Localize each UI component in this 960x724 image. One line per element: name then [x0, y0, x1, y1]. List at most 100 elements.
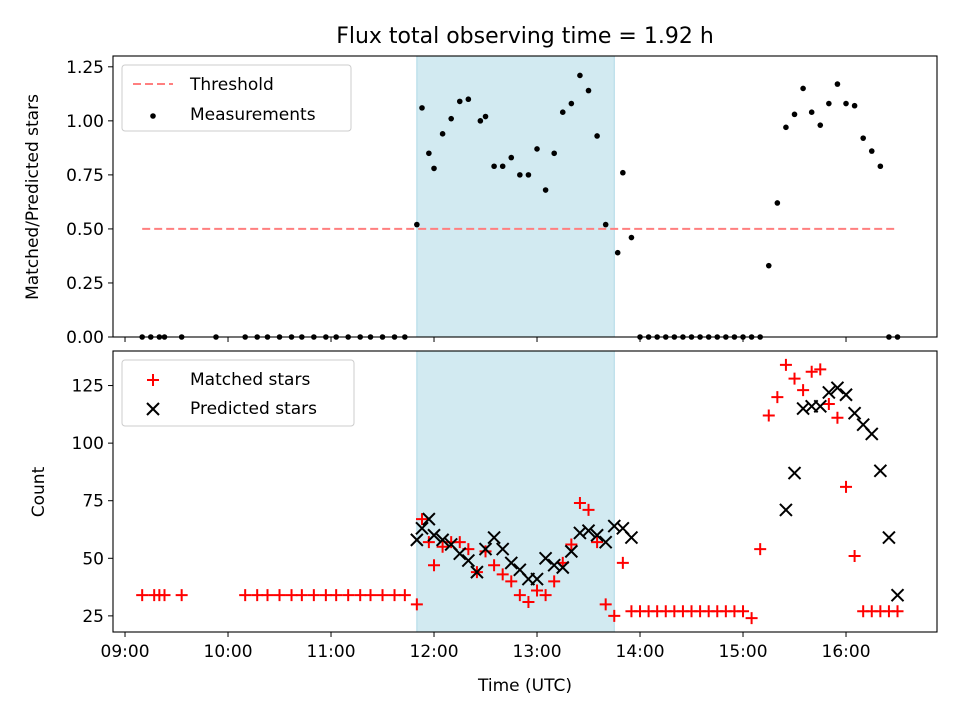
- measurement-point: [851, 102, 858, 109]
- measurement-point: [868, 148, 875, 154]
- predicted-star-point: [504, 556, 518, 570]
- matched-star-point: [599, 598, 612, 611]
- x-tick-label: 14:00: [616, 642, 665, 662]
- matched-star-point: [422, 536, 435, 549]
- measurement-point: [508, 154, 515, 161]
- matched-star-point: [771, 391, 784, 404]
- measurement-point: [577, 72, 583, 79]
- bottom-shaded-span: [416, 350, 615, 633]
- measurement-point: [877, 163, 884, 170]
- predicted-star-point: [547, 558, 561, 572]
- predicted-star-point: [822, 385, 836, 400]
- measurement-point: [808, 109, 815, 115]
- matched-star-point: [175, 589, 188, 602]
- top-panel: 0.00 0.25 0.50 0.75 1.00 1.25 Matched/Predict…: [23, 55, 938, 348]
- predicted-star-point: [607, 519, 621, 533]
- predicted-star-point: [556, 560, 570, 575]
- matched-star-point: [797, 384, 810, 397]
- matched-star-point: [488, 559, 501, 572]
- predicted-star-point: [573, 526, 587, 540]
- measurement-point: [628, 234, 635, 241]
- top-legend: Threshold Measurements: [121, 64, 352, 132]
- bottom-y-tick-label: 75: [82, 492, 104, 512]
- matched-star-point: [608, 609, 621, 622]
- x-tick-label: 13:00: [513, 642, 562, 662]
- legend-matched-label: Matched stars: [190, 370, 310, 390]
- predicted-star-point: [787, 466, 802, 480]
- matched-star-point: [319, 589, 332, 602]
- measurement-point: [602, 221, 609, 228]
- top-y-axis-label: Matched/Predicted stars: [23, 94, 43, 300]
- measurement-point: [414, 221, 420, 228]
- predicted-star-point: [453, 546, 467, 561]
- predicted-star-point: [461, 553, 476, 568]
- matched-star-point: [616, 556, 629, 569]
- measurement-point: [568, 100, 575, 107]
- measurement-point: [791, 111, 798, 118]
- matched-star-point: [745, 612, 758, 625]
- measurement-point: [534, 146, 540, 152]
- predicted-star-point: [538, 551, 553, 566]
- legend-measurements-label: Measurements: [190, 105, 316, 125]
- predicted-star-point: [470, 565, 484, 579]
- predicted-star-point: [598, 535, 613, 549]
- matched-star-point: [330, 589, 343, 602]
- matched-star-point: [531, 584, 544, 597]
- predicted-star-point: [865, 427, 879, 441]
- top-shaded-span: [416, 55, 615, 338]
- matched-star-point: [158, 589, 171, 602]
- matched-star-point: [582, 503, 595, 516]
- matched-star-point: [548, 575, 561, 588]
- matched-star-point: [436, 540, 449, 553]
- top-y-tick-label: 0.75: [66, 166, 104, 186]
- matched-star-point: [496, 568, 509, 581]
- predicted-star-point: [813, 399, 827, 413]
- predicted-star-point: [415, 521, 429, 536]
- bottom-y-axis-label: Count: [29, 466, 49, 517]
- matched-star-point: [479, 545, 492, 558]
- measurement-point: [525, 172, 532, 178]
- matched-star-point: [539, 589, 552, 602]
- x-tick-label: 09:00: [101, 642, 150, 662]
- predicted-star-point: [495, 542, 510, 556]
- matched-star-point: [737, 605, 750, 618]
- matched-star-point: [565, 538, 578, 551]
- matched-star-point: [573, 497, 586, 510]
- measurement-point: [426, 150, 432, 157]
- measurement-point: [477, 118, 484, 124]
- matched-star-point: [295, 589, 308, 602]
- matched-star-point: [416, 513, 428, 526]
- measurement-point: [783, 124, 789, 131]
- measurement-point: [834, 81, 841, 87]
- x-axis-label: Time (UTC): [477, 676, 572, 696]
- predicted-star-point: [427, 528, 441, 542]
- matched-star-point: [779, 358, 792, 371]
- matched-star-point: [307, 589, 320, 602]
- measurement-point: [843, 100, 849, 107]
- bottom-y-tick-label: 125: [72, 377, 104, 397]
- top-y-tick-label: 0.50: [66, 220, 104, 240]
- measurement-point: [765, 262, 772, 269]
- matched-star-point: [251, 589, 264, 602]
- matched-star-point: [831, 411, 844, 424]
- matched-star-point: [342, 589, 355, 602]
- matched-star-point: [805, 365, 818, 378]
- x-tick-label: 15:00: [719, 642, 768, 662]
- measurement-point: [551, 150, 557, 157]
- top-y-tick-label: 0.00: [66, 328, 104, 348]
- matched-star-point: [522, 596, 535, 609]
- x-tick-label: 10:00: [204, 642, 253, 662]
- matched-star-point: [848, 549, 861, 562]
- bottom-panel: 25 50 75 100 125 09:00 10:00 11:00 12:00 13:00 14…: [29, 350, 938, 696]
- x-tick-label: 11:00: [307, 642, 356, 662]
- legend-predicted-label: Predicted stars: [190, 399, 317, 419]
- matched-star-point: [754, 543, 767, 556]
- matched-star-point: [822, 397, 835, 410]
- predicted-star-point: [624, 530, 639, 545]
- predicted-star-point: [839, 388, 853, 402]
- matched-star-point: [285, 589, 298, 602]
- predicted-star-point: [487, 530, 501, 545]
- matched-star-point: [398, 589, 411, 602]
- measurement-point: [419, 105, 425, 111]
- predicted-star-point: [581, 523, 596, 538]
